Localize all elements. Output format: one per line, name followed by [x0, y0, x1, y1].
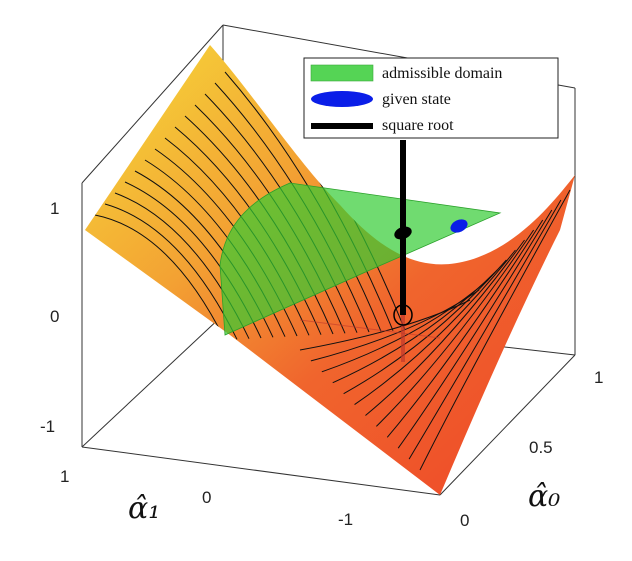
x-tick-label: 1 — [60, 467, 69, 486]
y-axis-ticks: 0 0.5 1 — [460, 368, 603, 530]
x-tick-label: 0 — [202, 488, 211, 507]
contour-line — [408, 199, 562, 460]
z-tick-label: -1 — [40, 417, 55, 436]
contour-line — [343, 259, 507, 395]
x-axis-label: α̂₁ — [128, 491, 160, 526]
box-edge-top-left — [81, 24, 224, 184]
admissible-domain-plane — [219, 182, 502, 336]
y-axis-label: α̂₀ — [528, 479, 560, 514]
legend-label-given-state: given state — [382, 91, 451, 108]
contour-line — [365, 239, 525, 416]
contour-line — [419, 189, 571, 471]
contour-line — [332, 269, 498, 384]
legend-swatch-given-state — [311, 91, 373, 107]
legend-label-admissible-domain: admissible domain — [382, 65, 502, 82]
y-tick-label: 0 — [460, 511, 469, 530]
contour-line — [376, 229, 535, 427]
legend-swatch-admissible-domain — [310, 64, 374, 82]
x-tick-label: -1 — [338, 510, 353, 529]
legend-label-square-root: square root — [382, 117, 454, 134]
contour-line — [94, 214, 226, 341]
y-tick-label: 1 — [594, 368, 603, 387]
box-edge-base-front — [81, 446, 441, 496]
contour-line — [299, 299, 471, 351]
contour-line — [386, 219, 544, 438]
contour-line — [321, 279, 489, 373]
square-root-base-marker — [393, 304, 413, 326]
z-tick-label: 0 — [50, 307, 59, 326]
square-root-marker — [394, 226, 412, 240]
zero-level-line — [299, 319, 441, 339]
z-tick-label: 1 — [50, 199, 59, 218]
box-edge-base-right — [439, 354, 576, 496]
legend: admissible domain given state square roo… — [303, 57, 559, 139]
contour-line — [397, 209, 553, 449]
given-state-marker — [450, 219, 468, 233]
x-axis-ticks: 1 0 -1 — [60, 467, 353, 529]
box-edge-base-left — [81, 314, 224, 448]
z-axis-ticks: 1 0 -1 — [40, 199, 59, 436]
y-tick-label: 0.5 — [529, 438, 553, 457]
